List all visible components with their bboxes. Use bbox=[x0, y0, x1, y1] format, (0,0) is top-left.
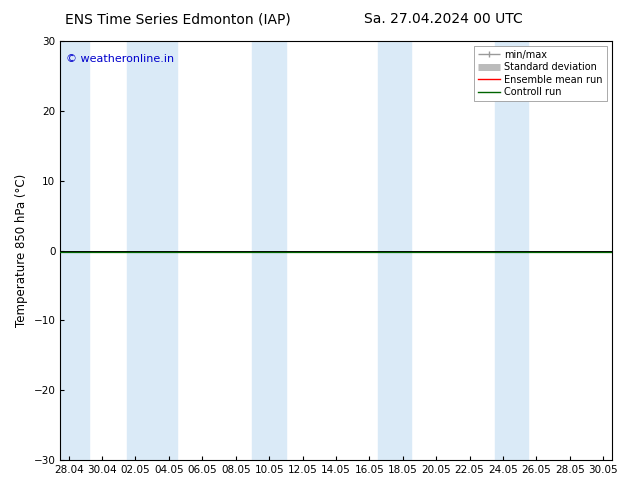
Bar bbox=[378, 41, 411, 460]
Text: © weatheronline.in: © weatheronline.in bbox=[66, 53, 174, 64]
Text: ENS Time Series Edmonton (IAP): ENS Time Series Edmonton (IAP) bbox=[65, 12, 290, 26]
Bar bbox=[252, 41, 286, 460]
Bar bbox=[127, 41, 178, 460]
Legend: min/max, Standard deviation, Ensemble mean run, Controll run: min/max, Standard deviation, Ensemble me… bbox=[474, 46, 607, 101]
Text: Sa. 27.04.2024 00 UTC: Sa. 27.04.2024 00 UTC bbox=[365, 12, 523, 26]
Y-axis label: Temperature 850 hPa (°C): Temperature 850 hPa (°C) bbox=[15, 174, 28, 327]
Bar bbox=[495, 41, 528, 460]
Bar bbox=[60, 41, 89, 460]
